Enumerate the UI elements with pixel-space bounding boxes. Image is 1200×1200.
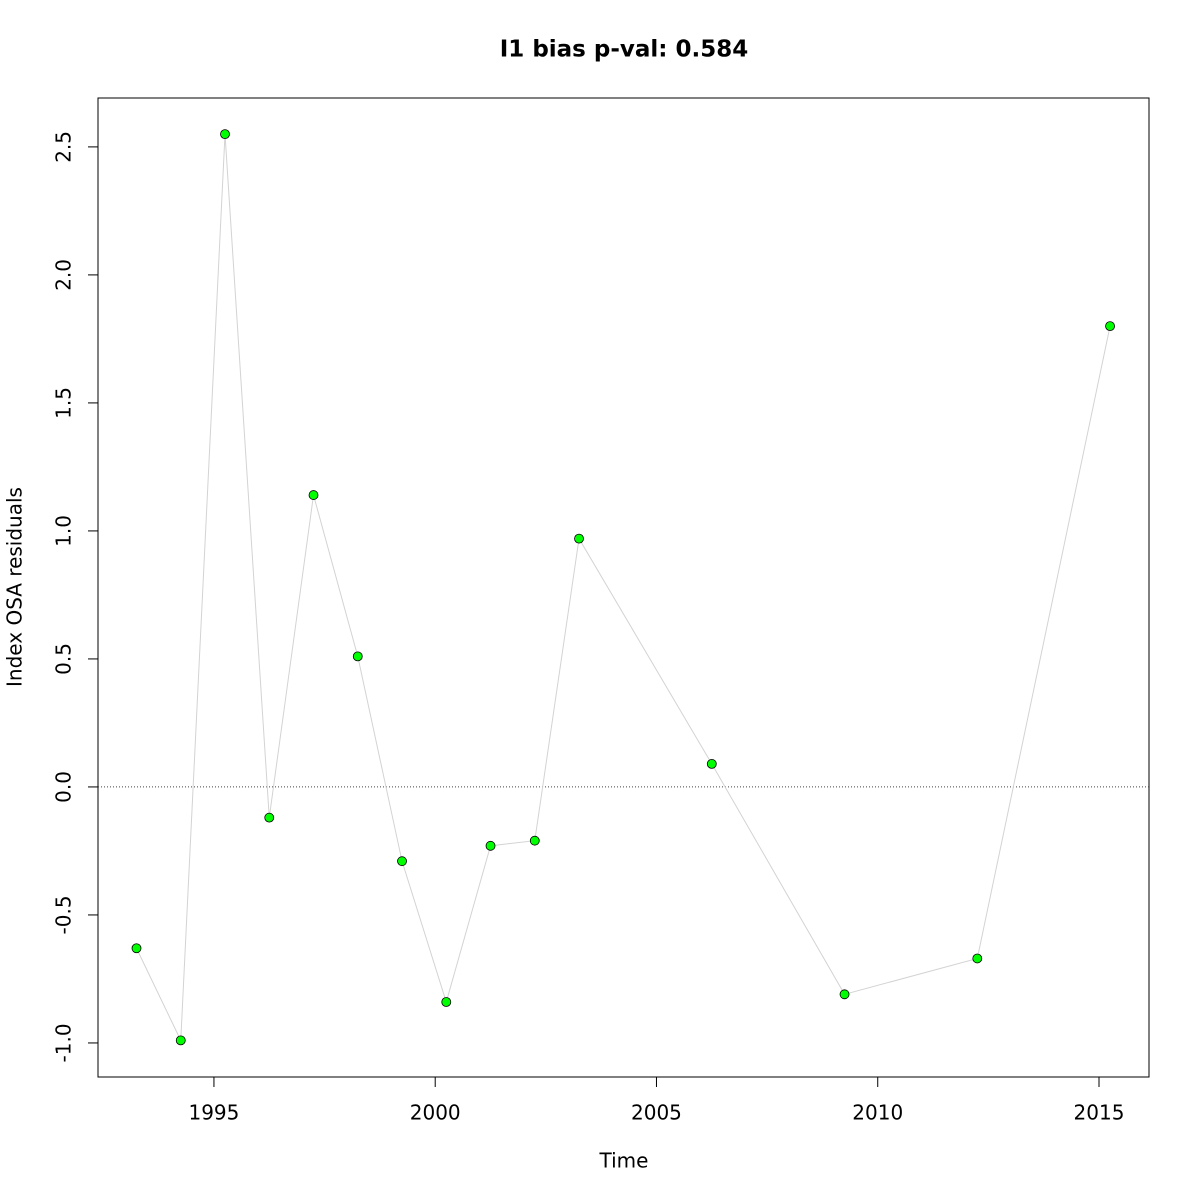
y-tick-label: -1.0 (52, 1023, 76, 1062)
y-tick-label: 0.0 (52, 771, 76, 803)
data-point (131, 943, 142, 954)
data-point (397, 856, 407, 867)
chart-title: I1 bias p-val: 0.584 (500, 37, 749, 63)
data-point (352, 651, 363, 662)
y-tick-label: 0.5 (52, 643, 76, 675)
y-tick-label: 1.0 (52, 515, 76, 547)
data-point (175, 1035, 186, 1046)
data-point (1105, 321, 1115, 332)
y-tick-label: 2.0 (52, 259, 76, 291)
x-tick-label: 1995 (188, 1101, 239, 1125)
y-tick-label: -0.5 (52, 895, 76, 934)
y-tick-label: 2.5 (52, 131, 76, 163)
data-point (485, 840, 496, 851)
x-axis-label: Time (599, 1149, 649, 1173)
data-point (574, 533, 584, 544)
data-point (264, 812, 275, 823)
data-point (972, 953, 983, 964)
data-point (706, 758, 717, 769)
data-point (308, 490, 319, 500)
data-point (529, 835, 540, 846)
y-axis-label: Index OSA residuals (3, 487, 27, 687)
y-tick-label: 1.5 (52, 387, 76, 419)
x-tick-label: 2005 (631, 1101, 682, 1125)
data-point (441, 997, 452, 1007)
x-tick-label: 2015 (1074, 1101, 1125, 1125)
data-point (839, 989, 850, 1000)
x-tick-label: 2010 (852, 1101, 903, 1125)
data-point (220, 129, 230, 139)
x-tick-label: 2000 (410, 1101, 461, 1125)
plot-frame (97, 97, 1150, 1078)
